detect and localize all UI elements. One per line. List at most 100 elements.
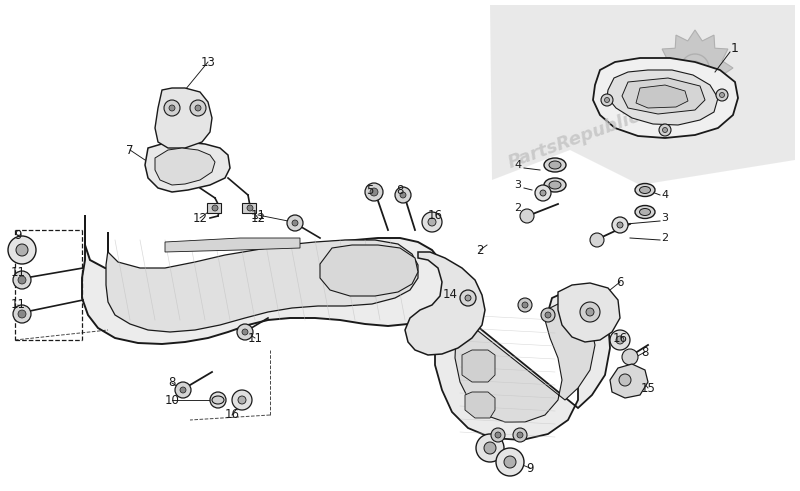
Polygon shape <box>593 58 738 138</box>
Polygon shape <box>490 5 795 185</box>
Circle shape <box>237 324 253 340</box>
Circle shape <box>719 92 725 98</box>
Circle shape <box>164 100 180 116</box>
Circle shape <box>535 185 551 201</box>
Polygon shape <box>607 70 718 125</box>
Circle shape <box>622 349 638 365</box>
Polygon shape <box>145 142 230 192</box>
Text: 2: 2 <box>662 233 669 243</box>
Text: 11: 11 <box>247 331 262 345</box>
Circle shape <box>422 212 442 232</box>
Text: 5: 5 <box>366 184 374 196</box>
Circle shape <box>522 302 528 308</box>
Circle shape <box>605 98 610 103</box>
Ellipse shape <box>544 158 566 172</box>
Circle shape <box>465 295 471 301</box>
Circle shape <box>13 305 31 323</box>
Ellipse shape <box>544 178 566 192</box>
Ellipse shape <box>212 396 224 404</box>
Text: 8: 8 <box>396 184 404 196</box>
Polygon shape <box>165 238 300 252</box>
Text: 14: 14 <box>442 289 458 301</box>
Circle shape <box>400 192 406 198</box>
Circle shape <box>212 205 218 211</box>
Circle shape <box>504 456 516 468</box>
Circle shape <box>238 396 246 404</box>
Text: 9: 9 <box>14 228 22 242</box>
Circle shape <box>619 374 631 386</box>
Text: 4: 4 <box>662 190 669 200</box>
Polygon shape <box>82 215 448 344</box>
Ellipse shape <box>549 181 561 189</box>
Text: 3: 3 <box>662 213 669 223</box>
Text: 12: 12 <box>250 212 266 224</box>
Text: 15: 15 <box>641 382 655 394</box>
Ellipse shape <box>639 209 650 216</box>
Circle shape <box>395 187 411 203</box>
Circle shape <box>195 105 201 111</box>
Circle shape <box>496 448 524 476</box>
Circle shape <box>8 236 36 264</box>
Polygon shape <box>435 292 610 440</box>
Bar <box>207 203 221 213</box>
Circle shape <box>601 94 613 106</box>
Ellipse shape <box>549 161 561 169</box>
Polygon shape <box>636 85 688 108</box>
Circle shape <box>517 432 523 438</box>
Circle shape <box>716 89 728 101</box>
Circle shape <box>365 183 383 201</box>
Circle shape <box>688 61 702 75</box>
Text: 9: 9 <box>526 462 534 474</box>
Circle shape <box>617 222 623 228</box>
Circle shape <box>616 336 624 344</box>
Circle shape <box>518 298 532 312</box>
Circle shape <box>18 276 26 284</box>
Circle shape <box>175 382 191 398</box>
Text: 7: 7 <box>126 143 134 157</box>
Circle shape <box>169 105 175 111</box>
Ellipse shape <box>635 184 655 196</box>
Text: 16: 16 <box>427 209 442 221</box>
Text: 11: 11 <box>250 209 266 221</box>
Circle shape <box>610 330 630 350</box>
Text: PartsRepublic: PartsRepublic <box>505 108 642 172</box>
Text: 8: 8 <box>642 346 649 358</box>
Circle shape <box>590 233 604 247</box>
Circle shape <box>662 128 667 133</box>
Circle shape <box>460 290 476 306</box>
Text: 11: 11 <box>10 299 26 311</box>
Polygon shape <box>320 245 418 296</box>
Text: 11: 11 <box>10 266 26 278</box>
Circle shape <box>287 215 303 231</box>
Text: 12: 12 <box>193 212 207 224</box>
Text: 1: 1 <box>731 42 739 55</box>
Text: 3: 3 <box>514 180 522 190</box>
Polygon shape <box>405 252 485 355</box>
Circle shape <box>681 54 709 82</box>
Polygon shape <box>155 148 215 185</box>
Circle shape <box>520 209 534 223</box>
Circle shape <box>659 124 671 136</box>
Circle shape <box>190 100 206 116</box>
Circle shape <box>612 217 628 233</box>
Circle shape <box>16 244 28 256</box>
Text: 10: 10 <box>165 393 179 407</box>
Circle shape <box>513 428 527 442</box>
Circle shape <box>545 312 551 318</box>
Text: 2: 2 <box>476 244 484 256</box>
Circle shape <box>292 220 298 226</box>
Ellipse shape <box>635 206 655 218</box>
Polygon shape <box>657 30 733 106</box>
Circle shape <box>580 302 600 322</box>
Circle shape <box>242 329 248 335</box>
Polygon shape <box>106 232 418 332</box>
Polygon shape <box>155 88 212 148</box>
Text: 16: 16 <box>613 331 627 345</box>
Polygon shape <box>465 392 495 418</box>
Polygon shape <box>455 302 595 422</box>
Circle shape <box>540 190 546 196</box>
Polygon shape <box>462 350 495 382</box>
Circle shape <box>484 442 496 454</box>
Polygon shape <box>558 283 620 342</box>
Text: 13: 13 <box>201 55 215 69</box>
